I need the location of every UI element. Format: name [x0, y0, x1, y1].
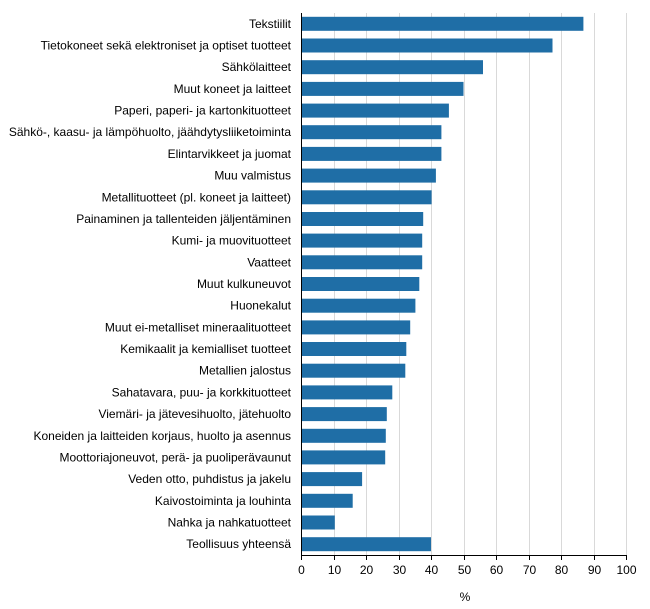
bar [302, 298, 416, 313]
bar [302, 233, 423, 248]
bar [302, 60, 483, 75]
bar [302, 385, 393, 400]
bar [302, 537, 431, 552]
x-tick-label: 0 [298, 563, 305, 577]
category-label: Kemikaalit ja kemialliset tuotteet [120, 342, 291, 356]
category-label: Sähkölaitteet [222, 60, 292, 74]
category-labels: Tekstiilit Tietokoneet sekä elektroniset … [9, 17, 292, 551]
category-label: Muut kulkuneuvot [197, 277, 292, 291]
category-label: Muut ei-metalliset mineraalituotteet [105, 320, 292, 334]
x-tick-label: 80 [555, 563, 569, 577]
category-label: Muu valmistus [214, 169, 291, 183]
category-label: Painaminen ja tallenteiden jäljentäminen [76, 212, 291, 226]
bar [302, 146, 442, 161]
x-tick-label: 50 [458, 563, 472, 577]
bar [302, 428, 386, 443]
bar [302, 168, 436, 183]
x-tick-label: 70 [523, 563, 537, 577]
x-tick-label: 40 [425, 563, 439, 577]
category-label: Kaivostoiminta ja louhinta [155, 494, 291, 508]
bar [302, 320, 411, 335]
bar [302, 363, 406, 378]
category-label: Huonekalut [230, 299, 291, 313]
bar [302, 407, 387, 422]
x-axis: 0 10 20 30 40 50 60 70 80 90 100 [298, 13, 637, 577]
category-label: Tekstiilit [249, 17, 292, 31]
bar [302, 81, 464, 96]
category-label: Koneiden ja laitteiden korjaus, huolto j… [33, 429, 291, 443]
bar [302, 277, 420, 291]
category-label: Nahka ja nahkatuotteet [168, 516, 292, 530]
category-label: Muut koneet ja laitteet [174, 82, 292, 96]
category-label: Kumi- ja muovituotteet [172, 234, 292, 248]
x-tick-label: 10 [328, 563, 342, 577]
category-label: Vaatteet [247, 255, 291, 269]
bar [302, 493, 353, 508]
category-label: Sahatavara, puu- ja korkkituotteet [112, 385, 292, 399]
category-label: Veden otto, puhdistus ja jakelu [128, 472, 291, 486]
x-tick-label: 20 [360, 563, 374, 577]
category-label: Teollisuus yhteensä [186, 537, 291, 551]
category-label: Sähkö-, kaasu- ja lämpöhuolto, jäähdytys… [9, 125, 291, 139]
category-label: Tietokoneet sekä elektroniset ja optiset… [41, 39, 292, 53]
x-axis-title: % [460, 590, 471, 604]
bar [302, 515, 335, 530]
bar [302, 103, 449, 118]
bar [302, 342, 407, 356]
grid-layer [334, 13, 627, 555]
category-label: Viemäri- ja jätevesihuolto, jätehuolto [98, 407, 291, 421]
bar [302, 190, 432, 205]
category-label: Paperi, paperi- ja kartonkituotteet [114, 104, 291, 118]
x-tick-label: 30 [393, 563, 407, 577]
bar [302, 38, 553, 53]
bar [302, 450, 386, 465]
x-tick-label: 100 [616, 563, 636, 577]
bars-layer [302, 16, 584, 552]
category-label: Metallien jalostus [199, 364, 291, 378]
bar [302, 125, 442, 140]
x-tick-label: 90 [588, 563, 602, 577]
bar [302, 472, 363, 487]
category-label: Elintarvikkeet ja juomat [168, 147, 292, 161]
category-label: Metallituotteet (pl. koneet ja laitteet) [102, 190, 291, 204]
category-label: Moottoriajoneuvot, perä- ja puoliperävau… [60, 450, 292, 464]
bar [302, 255, 423, 270]
bar [302, 212, 424, 226]
x-tick-label: 60 [490, 563, 504, 577]
bar [302, 16, 584, 31]
